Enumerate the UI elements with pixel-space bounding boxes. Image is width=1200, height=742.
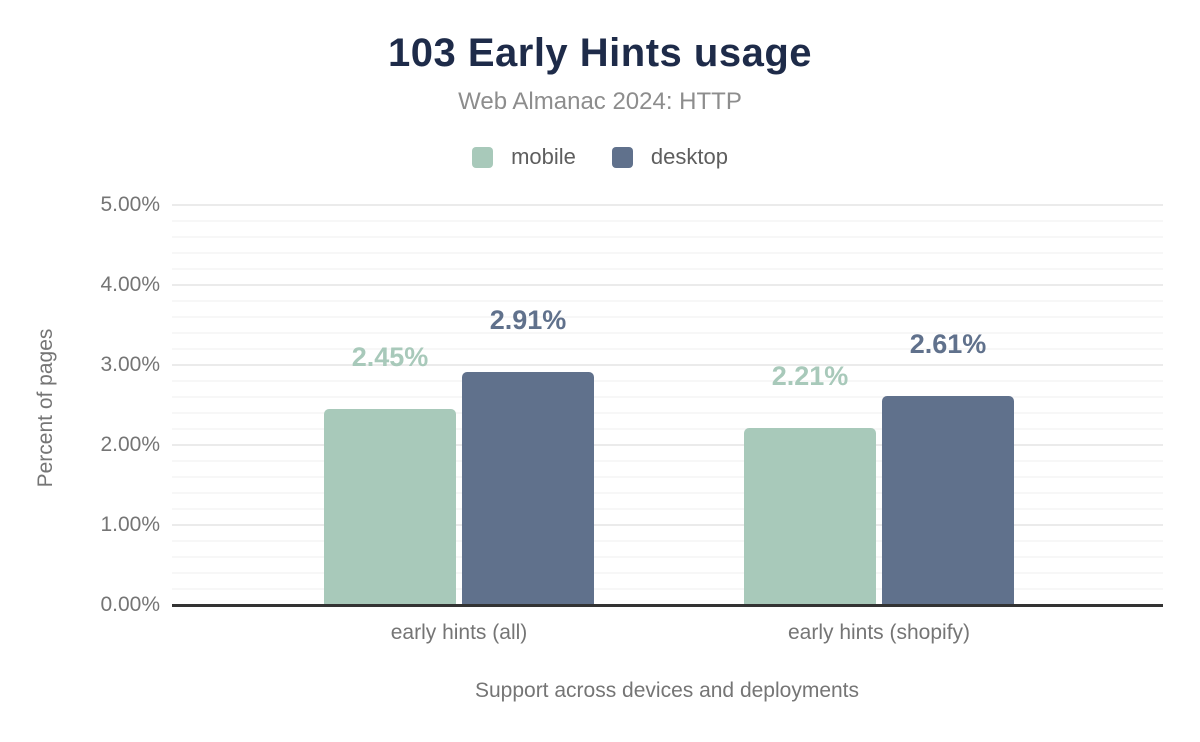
gridline-minor <box>172 588 1163 590</box>
gridline-minor <box>172 380 1163 382</box>
legend-label: desktop <box>650 144 728 169</box>
gridline-major <box>172 204 1163 206</box>
bar-value-label-desktop: 2.91% <box>489 305 567 336</box>
gridline-minor <box>172 268 1163 270</box>
legend: mobile desktop <box>0 144 1200 170</box>
bar-desktop-early-hints-all- <box>462 372 594 605</box>
gridline-minor <box>172 572 1163 574</box>
gridline-minor <box>172 332 1163 334</box>
gridline-minor <box>172 508 1163 510</box>
x-axis-title: Support across devices and deployments <box>474 679 860 702</box>
legend-item-mobile: mobile <box>472 144 576 170</box>
y-tick-label: 3.00% <box>100 353 160 376</box>
chart-subtitle: Web Almanac 2024: HTTP <box>458 88 742 115</box>
gridline-minor <box>172 348 1163 350</box>
gridline-major <box>172 524 1163 526</box>
bar-value-label-mobile: 2.45% <box>351 342 429 372</box>
gridline-minor <box>172 476 1163 478</box>
legend-swatch-desktop <box>611 146 633 168</box>
y-tick-label: 4.00% <box>100 273 160 296</box>
legend-label: mobile <box>511 144 576 169</box>
gridline-minor <box>172 316 1163 318</box>
bar-mobile-early-hints-shopify- <box>744 428 876 605</box>
y-tick-label: 2.00% <box>100 433 160 456</box>
gridline-minor <box>172 396 1163 398</box>
gridline-major <box>172 364 1163 366</box>
y-tick-label: 5.00% <box>100 193 160 216</box>
bar-value-label-desktop: 2.61% <box>909 329 987 360</box>
gridline-minor <box>172 540 1163 542</box>
gridline-minor <box>172 220 1163 222</box>
bar-mobile-early-hints-all- <box>324 409 456 605</box>
y-tick-label: 0.00% <box>100 593 160 616</box>
gridline-minor <box>172 460 1163 462</box>
bar-value-label-mobile: 2.21% <box>771 361 849 392</box>
gridline-minor <box>172 428 1163 430</box>
bar-desktop-early-hints-shopify- <box>882 396 1014 605</box>
gridline-minor <box>172 556 1163 558</box>
x-category-label: early hints (all) <box>390 621 528 644</box>
gridline-minor <box>172 236 1163 238</box>
y-tick-label: 1.00% <box>100 513 160 536</box>
gridline-minor <box>172 412 1163 414</box>
gridline-minor <box>172 300 1163 302</box>
gridline-major <box>172 444 1163 446</box>
gridline-minor <box>172 492 1163 494</box>
x-category-label: early hints (shopify) <box>787 621 971 644</box>
legend-swatch-mobile <box>472 146 494 168</box>
gridline-major <box>172 284 1163 286</box>
gridline-minor <box>172 252 1163 254</box>
plot-area: 2.45% 2.91% 2.21% 2.61% <box>172 204 1163 605</box>
chart-title: 103 Early Hints usage <box>387 31 813 75</box>
x-axis-line <box>172 604 1163 607</box>
legend-item-desktop: desktop <box>611 144 728 170</box>
